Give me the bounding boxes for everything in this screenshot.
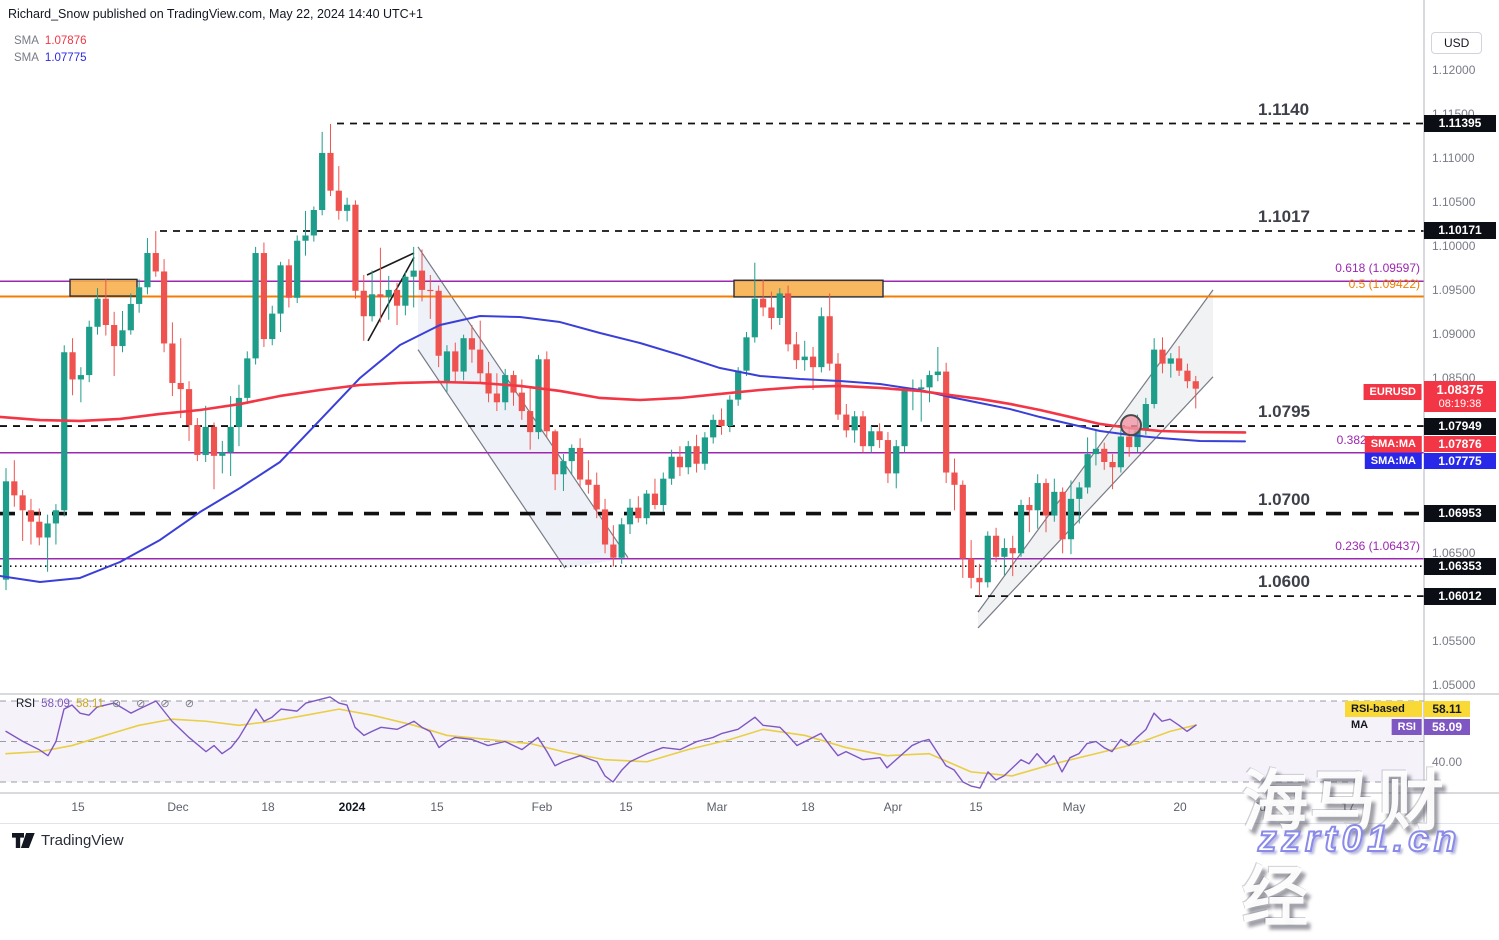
rsi-tick-40: 40.00 [1432, 754, 1463, 769]
last-price-value: 1.08375 [1436, 382, 1484, 397]
supply-zone-box-2[interactable] [733, 279, 884, 298]
sma-ma-tag-2: SMA:MA [1364, 453, 1422, 469]
fib-label-3: 0.236 (1.06437) [1335, 538, 1420, 553]
level-label-1.0795: 1.0795 [1258, 402, 1310, 422]
level-label-1.0700: 1.0700 [1258, 489, 1310, 509]
price-tick-1.11000: 1.11000 [1432, 151, 1475, 166]
price-tick-1.05500: 1.05500 [1432, 634, 1476, 649]
time-tick-Mar: Mar [706, 800, 728, 814]
time-tick-17: 17 [1341, 800, 1355, 814]
level-badge-1.06353: 1.06353 [1424, 557, 1496, 575]
fib-label-0: 0.618 (1.09597) [1335, 261, 1420, 276]
tradingview-logo[interactable]: TradingView [12, 832, 124, 849]
time-tick-Apr: Apr [883, 800, 903, 814]
last-price-badge: 1.08375 08:19:38 [1424, 381, 1496, 412]
price-tick-1.10500: 1.10500 [1432, 195, 1476, 210]
rsi-value-badge-2: 58.09 [1424, 719, 1470, 735]
rsi-value-badge-1: 58.11 [1424, 701, 1470, 717]
level-badge-1.06953: 1.06953 [1424, 505, 1496, 523]
time-tick-20: 20 [1173, 800, 1187, 814]
time-tick-Jun: Jun [1253, 800, 1273, 814]
sma2-value: 1.07775 [44, 52, 87, 64]
rsi-band [0, 701, 1424, 782]
bar-countdown: 08:19:38 [1438, 398, 1482, 410]
sma-legend-row-2[interactable]: SMA 1.07775 [14, 50, 87, 67]
time-tick-15: 15 [71, 800, 85, 814]
price-tick-1.05000: 1.05000 [1432, 678, 1476, 692]
sma-cross-marker-circle[interactable] [1120, 414, 1142, 437]
time-tick-Feb: Feb [531, 800, 553, 814]
currency-unit-button[interactable]: USD [1431, 32, 1483, 54]
price-tick-1.10000: 1.10000 [1432, 239, 1476, 253]
rsi-tag-2: RSI [1391, 719, 1422, 735]
sma-fast-line[interactable] [0, 380, 1247, 434]
level-label-1.1140: 1.1140 [1258, 99, 1310, 119]
rsi-hidden-icons[interactable]: ⊘ ⊘ ⊘ ⊘ [111, 698, 200, 710]
sma-ma-badge-2: 1.07775 [1424, 453, 1496, 469]
price-tick-1.09000: 1.09000 [1432, 326, 1476, 341]
level-badge-1.07949: 1.07949 [1424, 417, 1496, 435]
sma2-label: SMA [14, 52, 39, 64]
sma-ma-badge-1: 1.07876 [1424, 436, 1496, 452]
publish-attribution: Richard_Snow published on TradingView.co… [8, 7, 423, 21]
sma-legend[interactable]: SMA 1.07876 SMA 1.07775 [14, 33, 87, 67]
level-label-1.0600: 1.0600 [1258, 572, 1310, 592]
price-tick-1.06500: 1.06500 [1432, 546, 1476, 561]
time-tick-15: 15 [619, 800, 633, 814]
descending-channel-lower-line[interactable] [417, 349, 566, 569]
price-tick-1.12000: 1.12000 [1432, 63, 1476, 78]
sma-legend-row-1[interactable]: SMA 1.07876 [14, 33, 87, 50]
rsi-ma-value: 58.11 [75, 698, 104, 710]
sma-ma-tag-1: SMA:MA [1364, 436, 1422, 452]
time-tick-15: 15 [969, 800, 983, 814]
rsi-line[interactable] [5, 696, 1197, 789]
level-badge-1.10171: 1.10171 [1424, 222, 1496, 240]
tradingview-logo-icon [12, 832, 35, 848]
time-tick-Dec: Dec [167, 800, 189, 814]
sma1-label: SMA [14, 35, 39, 47]
candlestick-series[interactable] [2, 123, 1199, 597]
level-badge-1.11395: 1.11395 [1424, 115, 1496, 133]
rsi-label: RSI [16, 698, 36, 710]
level-label-1.1017: 1.1017 [1258, 206, 1310, 226]
ascending-channel-lower-line[interactable] [977, 376, 1214, 629]
bottom-toolbar: TradingView [0, 823, 1499, 858]
time-tick-2024: 2024 [338, 800, 366, 814]
supply-zone-box-1[interactable] [69, 278, 138, 297]
fib-label-1: 0.5 (1.09422) [1348, 276, 1420, 291]
level-badge-1.06012: 1.06012 [1424, 587, 1496, 605]
pennant-line-2[interactable] [367, 257, 415, 342]
pennant-line-1[interactable] [366, 252, 415, 276]
chart-canvas[interactable] [0, 0, 1499, 857]
rsi-tag-1: RSI-based MA [1345, 701, 1422, 731]
rsi-ma-line[interactable] [5, 708, 1197, 777]
time-tick-18: 18 [801, 800, 815, 814]
time-tick-18: 18 [261, 800, 275, 814]
sma1-value: 1.07876 [44, 35, 87, 47]
watermark-site-url: zzrt01.cn [1257, 817, 1462, 860]
sma-slow-line[interactable] [0, 314, 1246, 584]
symbol-tag: EURUSD [1363, 384, 1422, 400]
price-tick-1.09500: 1.09500 [1432, 282, 1476, 297]
tradingview-wordmark: TradingView [41, 832, 124, 849]
rsi-legend[interactable]: RSI 58.09 58.11 ⊘ ⊘ ⊘ ⊘ [16, 697, 200, 710]
time-tick-May: May [1062, 800, 1086, 814]
time-tick-15: 15 [430, 800, 444, 814]
rsi-value: 58.09 [41, 698, 70, 710]
fib-label-2: 0.382 ( [1336, 432, 1374, 447]
